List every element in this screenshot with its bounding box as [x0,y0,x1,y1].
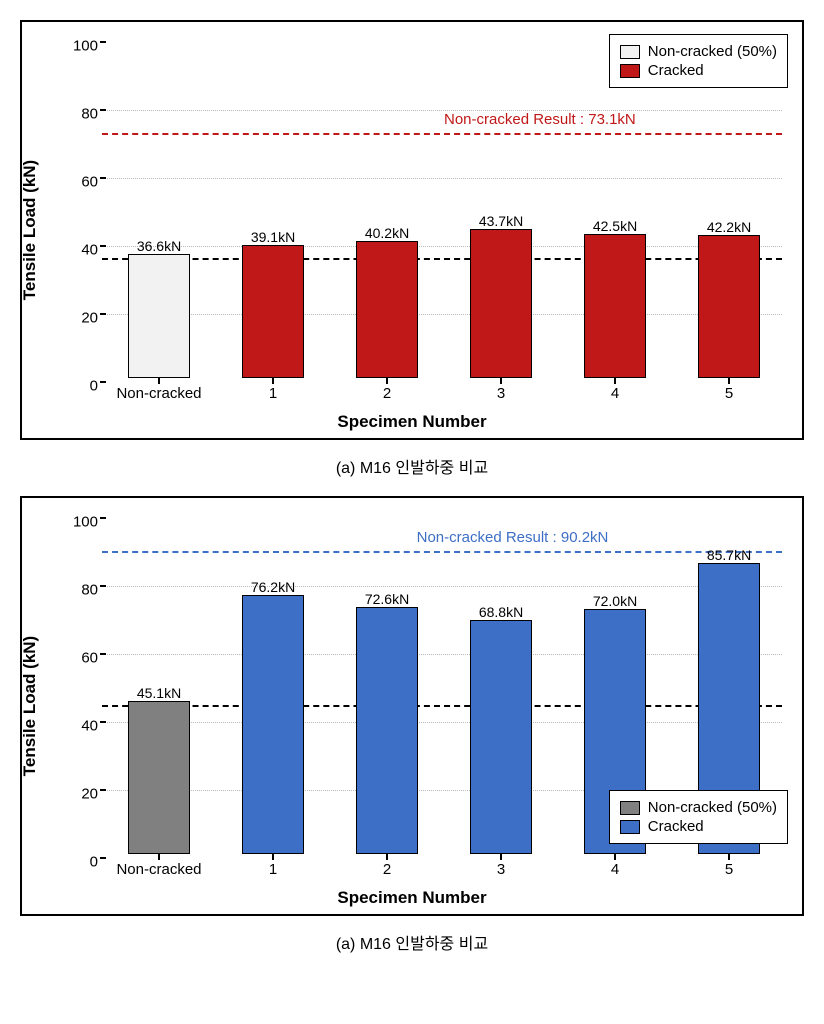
legend-label: Cracked [648,62,704,79]
y-axis-label: Tensile Load (kN) [20,636,40,776]
y-tick-label: 40 [68,242,98,259]
bar-value-label: 72.6kN [365,591,409,607]
bar-value-label: 39.1kN [251,229,295,245]
gridline [102,722,782,723]
reference-line [102,551,782,553]
y-tick-label: 100 [68,38,98,55]
bar-value-label: 42.5kN [593,218,637,234]
y-tick-label: 60 [68,650,98,667]
bar [356,241,419,378]
bar-value-label: 72.0kN [593,593,637,609]
y-tick-label: 40 [68,718,98,735]
chart-box: Tensile Load (kN) Specimen Number 0 20 40 60 8… [20,20,804,440]
bar-value-label: 45.1kN [137,685,181,701]
y-tick-label: 60 [68,174,98,191]
legend-swatch [620,801,640,815]
bar [698,235,761,378]
y-tick-label: 80 [68,106,98,123]
chart-caption: (a) M16 인발하중 비교 [20,454,804,478]
y-axis-label: Tensile Load (kN) [20,160,40,300]
y-tick-label: 80 [68,582,98,599]
y-tick-label: 0 [68,854,98,871]
bar-value-label: 76.2kN [251,579,295,595]
y-tick-label: 0 [68,378,98,395]
x-category-label: 2 [383,385,391,402]
reference-line [102,258,782,260]
bar [242,595,305,854]
legend-label: Non-cracked (50%) [648,43,777,60]
x-category-label: 1 [269,861,277,878]
bar [128,254,191,378]
x-category-label: 5 [725,385,733,402]
reference-line-label: Non-cracked Result : 73.1kN [444,111,636,128]
bar [128,701,191,854]
reference-line [102,705,782,707]
bar [242,245,305,378]
legend: Non-cracked (50%) Cracked [609,34,788,88]
legend-swatch [620,45,640,59]
x-category-label: 3 [497,385,505,402]
gridline [102,654,782,655]
legend-item: Non-cracked (50%) [620,43,777,60]
legend-item: Non-cracked (50%) [620,799,777,816]
bar-value-label: 40.2kN [365,225,409,241]
legend-swatch [620,820,640,834]
bar [356,607,419,854]
gridline [102,178,782,179]
bar-value-label: 68.8kN [479,604,523,620]
bar [470,620,533,854]
legend-item: Cracked [620,818,777,835]
bar-value-label: 36.6kN [137,238,181,254]
x-category-label: Non-cracked [116,861,201,878]
bar [584,234,647,379]
gridline [102,246,782,247]
x-category-label: 2 [383,861,391,878]
legend-item: Cracked [620,62,777,79]
gridline [102,314,782,315]
x-category-label: 1 [269,385,277,402]
gridline [102,586,782,587]
x-category-label: 4 [611,385,619,402]
x-category-label: 3 [497,861,505,878]
y-tick-label: 20 [68,310,98,327]
x-category-label: Non-cracked [116,385,201,402]
chart-0: Tensile Load (kN) Specimen Number 0 20 40 60 8… [20,20,804,478]
chart-caption: (a) M16 인발하중 비교 [20,930,804,954]
bar-value-label: 43.7kN [479,213,523,229]
bar-value-label: 85.7kN [707,547,751,563]
legend-swatch [620,64,640,78]
chart-1: Tensile Load (kN) Specimen Number 0 20 40 60 8… [20,496,804,954]
bar [470,229,533,378]
x-axis-label: Specimen Number [337,412,486,432]
x-category-label: 5 [725,861,733,878]
x-category-label: 4 [611,861,619,878]
legend-label: Non-cracked (50%) [648,799,777,816]
legend: Non-cracked (50%) Cracked [609,790,788,844]
legend-label: Cracked [648,818,704,835]
bar-value-label: 42.2kN [707,219,751,235]
x-axis-label: Specimen Number [337,888,486,908]
gridline [102,110,782,111]
y-tick-label: 100 [68,514,98,531]
y-tick-label: 20 [68,786,98,803]
chart-box: Tensile Load (kN) Specimen Number 0 20 40 60 8… [20,496,804,916]
reference-line-label: Non-cracked Result : 90.2kN [417,529,609,546]
plot-area [102,42,782,378]
reference-line [102,133,782,135]
